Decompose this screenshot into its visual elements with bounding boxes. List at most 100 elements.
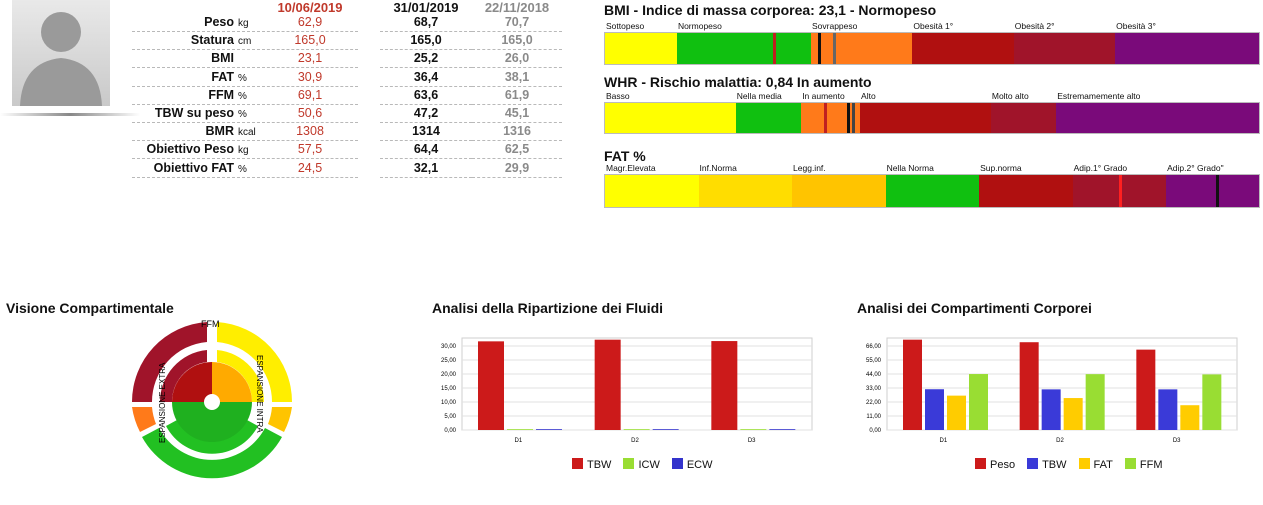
whr-segment-label: Estremamemente alto (1057, 91, 1141, 101)
measurement-value-2: 64,4 (380, 140, 472, 159)
measurement-label: BMI (132, 49, 260, 68)
legend-item: TBW (572, 458, 611, 471)
section-title-compartimenti: Analisi dei Compartimenti Corporei (857, 300, 1092, 316)
measurement-value-1: 30,9 (262, 68, 358, 87)
compartment-radial-chart: FFM ESPANSIONE EXTRA ESPANSIONE INTRA (131, 319, 293, 479)
x-tick-label: D2 (631, 438, 639, 444)
bmi-segment-label: Obesità 2° (1014, 21, 1055, 31)
measurement-unit: % (238, 91, 247, 102)
bmi-marker (817, 33, 821, 64)
legend-swatch (623, 458, 635, 469)
bar-fat (1180, 405, 1200, 430)
measurement-value-1: 24,5 (262, 159, 358, 178)
legend-label: FFM (1139, 459, 1163, 471)
fat-segment-label: Legg.inf. (793, 163, 826, 173)
y-tick-label: 11,00 (866, 414, 881, 420)
fluids-bar-chart: 30,00 25,00 20,00 15,00 10,00 5,00 0,00 D1 D2 D3 (441, 337, 813, 444)
measurement-value-1: 57,5 (262, 140, 358, 159)
measurement-label: Peso kg (132, 13, 260, 32)
legend-swatch (572, 458, 583, 469)
bar-tbw (1041, 389, 1061, 430)
measurement-value-1: 23,1 (262, 49, 358, 68)
fat-segment (698, 175, 793, 207)
bmi-segment-label: Normopeso (677, 21, 722, 31)
radial-label-left: ESPANSIONE EXTRA (158, 362, 167, 443)
y-tick-label: 5,00 (444, 414, 456, 420)
bar-ffm (1202, 374, 1222, 430)
measurement-unit: kg (238, 145, 249, 156)
legend-item: ECW (671, 458, 713, 471)
whr-segment (605, 103, 736, 133)
whr-segment-label: Nella media (736, 91, 782, 101)
measurement-label-text: Statura (190, 33, 234, 47)
bar-icw (623, 429, 650, 430)
bmi-segment (912, 33, 1014, 64)
outer-right-top-segment (217, 322, 293, 402)
y-tick-label: 0,00 (869, 428, 881, 434)
middle-bottom-segment (166, 420, 258, 454)
legend-item: FAT (1078, 458, 1113, 471)
legend-swatch (1124, 458, 1136, 469)
divider (0, 113, 140, 116)
y-tick-label: 20,00 (441, 372, 457, 378)
middle-right-segment (217, 350, 265, 402)
measurement-label: BMR kcal (132, 122, 260, 141)
measurement-label: FFM% (132, 86, 260, 105)
person-silhouette-icon (20, 12, 102, 106)
whr-segment (990, 103, 1057, 133)
plot-area (886, 337, 1238, 431)
measurement-label-text: Obiettivo FAT (153, 161, 234, 175)
measurement-value-2: 165,0 (380, 31, 472, 50)
measurement-value-2: 32,1 (380, 159, 472, 178)
x-tick-label: D1 (514, 438, 522, 444)
measurement-unit: % (238, 109, 247, 120)
body-composition-legend: Peso TBW FAT FFM (975, 458, 1163, 471)
measurement-value-3: 26,0 (472, 49, 562, 68)
legend-label: FAT (1093, 459, 1113, 471)
measurement-value-1: 165,0 (262, 31, 358, 50)
bar-icw (740, 429, 767, 430)
legend-label: TBW (1042, 459, 1067, 471)
bmi-bar (604, 32, 1260, 65)
outer-right-bottom-segment (268, 407, 292, 432)
whr-segment (860, 103, 991, 133)
measurement-label: Statura cm (132, 31, 260, 50)
bar-icw (507, 429, 533, 430)
fat-segment (605, 175, 699, 207)
fat-segment-label: Sup.norma (980, 163, 1022, 173)
middle-left-segment (159, 350, 207, 402)
bmi-marker (773, 33, 777, 64)
measurement-value-1: 69,1 (262, 86, 358, 105)
fluids-legend: TBW ICW ECW (572, 458, 713, 471)
fat-title: FAT % (604, 148, 646, 164)
fat-segment (979, 175, 1073, 207)
measurement-label-text: Peso (204, 15, 234, 29)
measurement-unit: kg (238, 18, 249, 29)
fat-segment-label: Magr.Elevata (606, 163, 656, 173)
outer-left-top-segment (131, 322, 207, 402)
fat-segment-label: Nella Norma (886, 163, 934, 173)
legend-item: ICW (623, 458, 660, 471)
measurement-label: TBW su peso% (132, 104, 260, 123)
bar-tbw (478, 341, 504, 430)
y-tick-label: 33,00 (866, 386, 882, 392)
measurement-value-3: 61,9 (472, 86, 562, 105)
whr-bar (604, 102, 1260, 134)
legend-label: ECW (686, 459, 713, 471)
bar-fat (947, 395, 966, 430)
whr-marker (852, 103, 856, 133)
legend-label: ICW (638, 459, 660, 471)
bar-peso (1136, 349, 1156, 430)
inner-bottom-segment (172, 402, 252, 442)
y-tick-label: 30,00 (441, 344, 457, 350)
measurement-label-text: TBW su peso (154, 106, 234, 120)
measurement-value-1: 62,9 (262, 13, 358, 32)
whr-segment-label: Basso (606, 91, 630, 101)
measurement-label: Obiettivo FAT% (132, 159, 260, 178)
legend-swatch (1027, 458, 1039, 469)
measurement-label-text: BMR (205, 124, 234, 138)
measurement-value-3: 62,5 (472, 140, 562, 159)
bmi-segment (605, 33, 677, 64)
measurement-value-2: 25,2 (380, 49, 472, 68)
legend-swatch (1078, 458, 1090, 469)
